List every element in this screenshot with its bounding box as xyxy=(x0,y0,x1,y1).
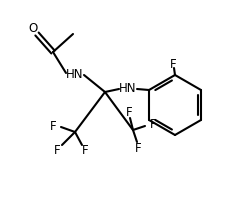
Text: F: F xyxy=(82,144,88,156)
Text: F: F xyxy=(50,120,56,134)
Text: O: O xyxy=(28,21,38,34)
Text: F: F xyxy=(170,58,176,71)
Text: F: F xyxy=(54,144,60,156)
Text: F: F xyxy=(126,106,132,118)
Text: F: F xyxy=(150,118,156,132)
Text: HN: HN xyxy=(66,68,84,80)
Text: HN: HN xyxy=(119,82,137,95)
Text: F: F xyxy=(135,142,141,154)
